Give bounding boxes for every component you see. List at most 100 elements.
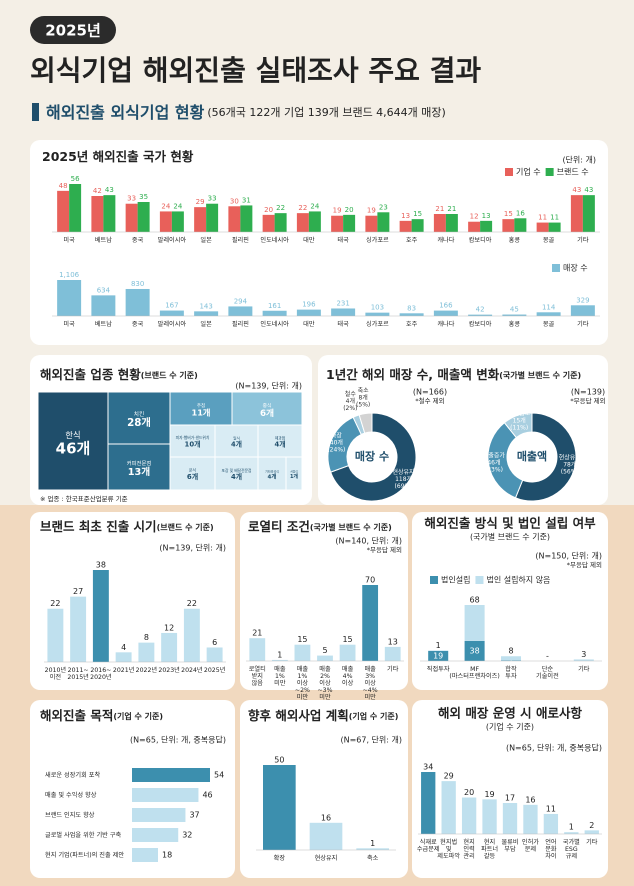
legend-label: 기업 수 — [516, 168, 541, 177]
chart-subtitle: (국가별 브랜드 수 기준) — [499, 370, 581, 380]
segment-name: 매출증가 — [483, 451, 506, 459]
value-label: 24 — [310, 202, 319, 210]
category-label: 대만 — [303, 320, 315, 328]
treemap-category: 피자·햄버거·샌드위치 — [176, 435, 210, 440]
treemap-value: 4개 — [231, 439, 242, 448]
value-label: 19 — [367, 207, 376, 215]
legend-swatch — [552, 264, 560, 272]
value-label: 11 — [538, 214, 547, 222]
bar — [115, 652, 132, 662]
value-label: 33 — [127, 195, 136, 203]
bar — [206, 203, 219, 232]
category-label: 합작 투자 — [505, 665, 517, 680]
bar — [296, 213, 309, 232]
pie-segment — [358, 412, 373, 434]
chart-heading: 향후 해외사업 계획(기업 수 기준) — [248, 708, 398, 723]
value-label: 3 — [581, 650, 586, 659]
value-label: 68 — [470, 596, 480, 605]
value-label: 18 — [162, 851, 172, 860]
bar — [194, 207, 207, 232]
chart-title: 해외진출 방식 및 법인 설립 여부 — [424, 516, 596, 531]
category-label: 단순 기술이전 — [536, 665, 559, 680]
category-label: 2022년 — [136, 666, 158, 674]
bar — [103, 195, 116, 232]
bar — [461, 797, 477, 834]
category-label: 말레이시아 — [158, 236, 187, 244]
bar — [331, 215, 344, 232]
value-label: 2 — [589, 821, 594, 830]
bar — [543, 813, 559, 834]
value-label: 70 — [365, 576, 375, 585]
bar — [240, 205, 253, 232]
segment-label: 매출증가 46개 (33%) — [483, 451, 506, 473]
value-label: 38 — [96, 561, 106, 570]
chart-heading: 해외진출 업종 현황(브랜드 수 기준) — [40, 367, 198, 382]
value-label: 16 — [516, 209, 525, 217]
category-label: 언어 문화 차이 — [545, 838, 557, 860]
value-label: 29 — [196, 198, 205, 206]
treemap-label: 서양식 1개 — [290, 470, 298, 480]
treemap-cell — [285, 456, 303, 491]
section-title: 해외진출 외식기업 현황 — [46, 103, 205, 122]
category-label: 필리핀 — [232, 320, 249, 328]
value-label: 22 — [298, 204, 307, 212]
bar — [138, 642, 155, 662]
category-label: 확장 — [274, 854, 286, 862]
category-label: 호주 — [406, 237, 418, 244]
chart-title: 해외 매장 운영 시 애로사항 — [438, 706, 582, 721]
bar — [384, 646, 401, 661]
bar — [125, 203, 138, 232]
chart-heading: 1년간 해외 매장 수, 매출액 변화(국가별 브랜드 수 기준) — [326, 367, 581, 382]
bar — [47, 608, 64, 662]
category-label: 캄보디아 — [469, 320, 492, 328]
category-label: 중국 — [132, 237, 144, 244]
category-label: 기타 — [577, 320, 589, 328]
section-marker — [32, 103, 39, 121]
bar — [464, 640, 485, 661]
panel — [30, 512, 235, 690]
chart-note-extra: *철수 제외 — [415, 396, 444, 405]
value-label: 24 — [161, 202, 170, 210]
chart-title: 1년간 해외 매장 수, 매출액 변화 — [326, 367, 500, 382]
value-label: 4 — [121, 643, 126, 652]
category-label: 새로운 성장기회 포착 — [45, 771, 100, 779]
bar — [132, 788, 199, 802]
value-label: 22 — [50, 599, 60, 608]
bar — [132, 828, 179, 842]
treemap-category: 서양식 — [290, 470, 298, 474]
value-label: 42 — [476, 306, 485, 314]
treemap-value: 6개 — [187, 472, 198, 481]
bar — [228, 206, 241, 232]
chart-title: 로열티 조건 — [248, 519, 310, 534]
value-label: 34 — [423, 763, 433, 772]
chart-title: 향후 해외사업 계획 — [248, 708, 349, 723]
category-label: 태국 — [337, 320, 349, 328]
value-label: 329 — [576, 296, 589, 304]
value-label: 11 — [550, 214, 559, 222]
bar — [206, 647, 223, 662]
bar — [480, 220, 493, 232]
legend-swatch — [545, 168, 554, 176]
bar — [468, 221, 481, 232]
treemap-cell — [169, 391, 233, 426]
segment-percent: (69%) — [395, 483, 413, 490]
bar — [91, 196, 104, 232]
value-label: 634 — [97, 286, 111, 294]
chart-note-extra: *무응답 제외 — [567, 561, 602, 569]
value-label: 13 — [401, 212, 410, 220]
treemap-label: 주점 11개 — [192, 402, 211, 417]
treemap-category: 커피전문점 — [127, 459, 152, 467]
bar — [564, 832, 579, 834]
bar — [132, 848, 158, 862]
segment-value: 118개 — [395, 475, 412, 483]
bar — [159, 310, 184, 316]
bar — [523, 804, 538, 834]
chart-heading: 해외진출 목적(기업 수 기준) — [40, 708, 163, 723]
treemap-label: 일식 4개 — [231, 435, 242, 448]
treemap-category: 일식 — [233, 435, 240, 440]
category-label: 몽골 — [543, 237, 555, 244]
category-label: 2010년 이전 — [45, 666, 67, 681]
treemap-label: 제과점 4개 — [274, 435, 285, 448]
bar — [584, 830, 599, 834]
bar — [171, 211, 184, 232]
